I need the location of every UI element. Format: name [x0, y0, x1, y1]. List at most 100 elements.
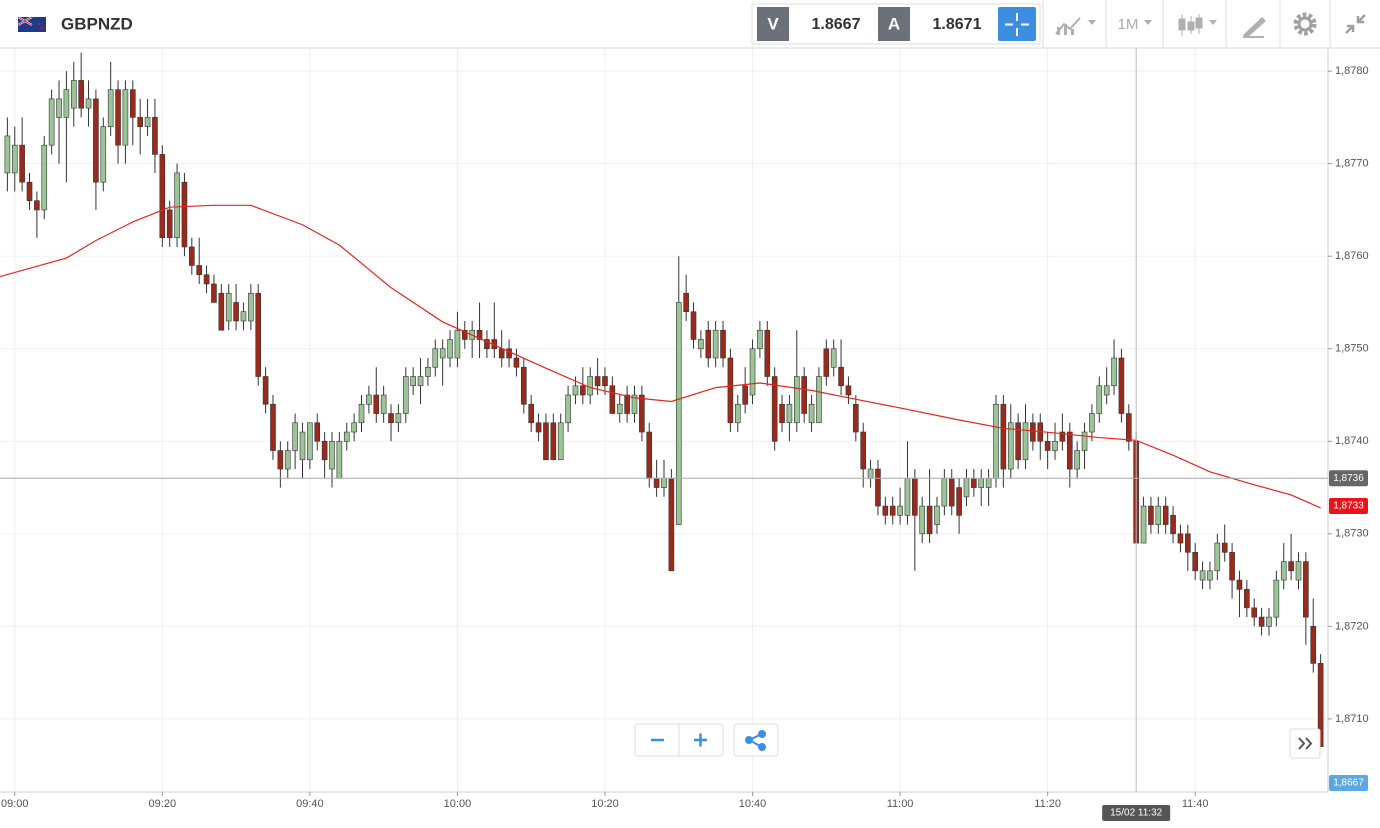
- candle-body: [1007, 422, 1014, 470]
- x-tick-label: 09:40: [296, 798, 324, 810]
- chart-type-button[interactable]: [1178, 14, 1217, 36]
- candle-body: [963, 477, 970, 498]
- candle-body: [248, 292, 254, 322]
- candle-body: [1015, 422, 1021, 461]
- candle-body: [380, 394, 387, 414]
- candle-body: [307, 422, 313, 461]
- candle-body: [668, 477, 675, 572]
- candle-body: [1177, 533, 1184, 544]
- candle-body: [100, 126, 107, 183]
- ask-price: 1.8671: [933, 16, 982, 33]
- candle-body: [19, 144, 25, 183]
- candle-body: [70, 80, 77, 109]
- candle-body: [1081, 431, 1088, 451]
- draw-button[interactable]: [1243, 17, 1266, 38]
- candle-body: [417, 376, 424, 387]
- share-button[interactable]: [733, 723, 779, 757]
- candle-body: [130, 89, 136, 118]
- y-tick-label: 1,8760: [1335, 250, 1369, 262]
- x-tick-label: 09:20: [149, 798, 177, 810]
- grid: [0, 48, 1328, 792]
- candle-body: [1229, 552, 1235, 581]
- indicator-button[interactable]: [1055, 17, 1096, 35]
- crosshair-button[interactable]: [998, 7, 1036, 41]
- candle-body: [971, 477, 977, 488]
- candle-body: [211, 283, 217, 303]
- x-tick-label: 10:00: [444, 798, 472, 810]
- candle-body: [513, 357, 520, 368]
- candle-body: [144, 117, 151, 127]
- candle-body: [757, 329, 763, 350]
- candle-body: [388, 413, 394, 424]
- candle-body: [934, 505, 940, 525]
- candle-body: [1000, 403, 1007, 470]
- x-tick-label: 11:40: [1182, 798, 1209, 810]
- candle-body: [1273, 579, 1280, 618]
- candle-body: [11, 144, 18, 174]
- candle-body: [402, 376, 409, 414]
- candle-body: [93, 98, 99, 183]
- candle-body: [1059, 431, 1066, 442]
- candle-body: [425, 366, 431, 377]
- candle-body: [543, 422, 549, 461]
- candle-body: [912, 477, 918, 516]
- candle-body: [823, 348, 830, 377]
- candle-body: [1310, 626, 1317, 664]
- candle-body: [919, 505, 926, 535]
- candle-body: [698, 339, 704, 350]
- candle-body: [1199, 570, 1206, 581]
- candle-body: [56, 98, 62, 118]
- bid-button[interactable]: [757, 7, 789, 41]
- candle-body: [1185, 533, 1191, 553]
- candle-body: [4, 135, 11, 174]
- candle-body: [122, 89, 129, 146]
- candle-body: [366, 394, 372, 405]
- candle-body: [48, 98, 55, 146]
- candle-body: [203, 274, 210, 285]
- candle-body: [1089, 413, 1095, 433]
- bid-label: V: [767, 14, 779, 33]
- candle-body: [941, 477, 948, 507]
- candle-body: [572, 385, 579, 396]
- candle-body: [749, 348, 756, 396]
- x-tick-label: 10:20: [591, 798, 619, 810]
- candle-body: [771, 376, 778, 442]
- candle-body: [587, 376, 594, 396]
- candle-body: [521, 366, 527, 405]
- candle-body: [720, 329, 726, 359]
- candle-body: [461, 329, 468, 340]
- candle-body: [447, 339, 453, 359]
- candle-body: [580, 385, 586, 396]
- candle-body: [557, 422, 564, 461]
- candle-body: [1236, 579, 1243, 590]
- candle-body: [528, 403, 535, 424]
- candle-body: [476, 329, 483, 340]
- ask-button[interactable]: [878, 7, 910, 41]
- candle-body: [1074, 450, 1080, 470]
- candle-body: [1066, 431, 1073, 470]
- candle-body: [1251, 607, 1258, 618]
- candle-body: [594, 376, 601, 387]
- zoom-in-button[interactable]: [694, 733, 707, 747]
- settings-button[interactable]: [1293, 12, 1317, 36]
- candle-body: [1044, 440, 1051, 451]
- y-tick-label: 1,8720: [1335, 620, 1369, 632]
- candle-body: [978, 477, 985, 488]
- candle-body: [506, 348, 512, 359]
- candle-body: [1170, 515, 1176, 535]
- candle-body: [1022, 422, 1029, 461]
- candle-body: [218, 292, 225, 331]
- timeframe[interactable]: 1M: [1118, 16, 1139, 33]
- candle-body: [196, 265, 202, 276]
- collapse-button[interactable]: [1345, 14, 1366, 34]
- y-tick-label: 1,8780: [1335, 65, 1369, 77]
- candle-body: [410, 376, 416, 387]
- candle-body: [34, 200, 40, 211]
- candle-body: [41, 144, 48, 211]
- candle-body: [646, 431, 653, 479]
- candle-body: [137, 117, 143, 127]
- candle-body: [1118, 357, 1125, 414]
- candle-body: [860, 431, 867, 470]
- candle-body: [1052, 440, 1058, 451]
